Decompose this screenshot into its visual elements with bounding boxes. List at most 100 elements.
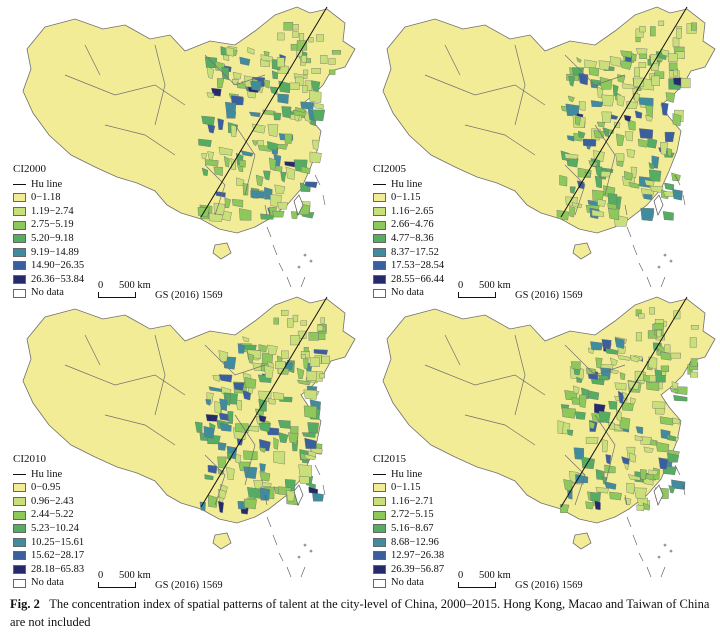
legend-class-row: 2.66−4.76 <box>373 218 444 232</box>
legend-class-row: 15.62−28.17 <box>13 549 84 563</box>
legend-title: CI2005 <box>373 163 406 175</box>
city-region <box>672 189 683 201</box>
legend-swatch <box>373 510 386 520</box>
city-region <box>307 422 319 434</box>
city-region <box>690 324 699 330</box>
legend-class-row: 4.77−8.36 <box>373 232 444 246</box>
legend-no-data: No data <box>13 286 84 300</box>
legend-swatch <box>13 220 26 230</box>
city-region <box>650 26 656 37</box>
city-region <box>660 365 669 372</box>
city-region <box>258 414 267 423</box>
city-region <box>643 194 653 201</box>
city-region <box>321 355 330 364</box>
scale-bar-line <box>458 582 496 588</box>
legend-class-row: 8.37−17.52 <box>373 245 444 259</box>
legend-class-label: 0−0.95 <box>31 482 61 494</box>
city-region <box>298 476 310 484</box>
city-region <box>651 75 660 86</box>
city-region <box>281 350 289 359</box>
legend-class-label: 0.96−2.43 <box>31 495 74 507</box>
legend-classes: 0−1.15 1.16−2.71 2.72−5.15 5.16−8.67 8.68−12… <box>373 481 444 576</box>
city-region <box>595 487 609 494</box>
legend-class-label: 0−1.15 <box>391 482 421 494</box>
legend-swatch <box>13 274 26 284</box>
legend-classes: 0−1.18 1.19−2.74 2.75−5.19 5.20−9.18 9.19−14… <box>13 191 84 286</box>
city-region <box>247 47 255 55</box>
city-region <box>569 206 576 218</box>
city-region <box>201 153 207 160</box>
city-region <box>623 170 633 181</box>
city-region <box>242 336 250 342</box>
legend-class-row: 2.75−5.19 <box>13 218 84 232</box>
city-region <box>624 131 634 142</box>
city-region <box>280 309 289 316</box>
legend-class-row: 0−1.15 <box>373 481 444 495</box>
city-region <box>319 373 325 379</box>
city-region <box>623 114 632 123</box>
city-region <box>273 112 282 121</box>
legend-class-row: 14.90−26.35 <box>13 259 84 273</box>
city-region <box>306 58 312 64</box>
map-panel-ci2000: CI2000 Hu line 0−1.18 1.19−2.74 2.75−5.19 5… <box>5 5 360 301</box>
legend-class-row: 28.18−65.83 <box>13 563 84 577</box>
city-region <box>650 54 658 65</box>
city-region <box>676 28 682 39</box>
scale-label: 0 500 km <box>458 570 511 581</box>
city-region <box>328 58 336 65</box>
city-region <box>644 114 654 122</box>
hu-line-symbol <box>373 183 386 185</box>
scale-bar: 0 500 km <box>98 280 151 298</box>
city-region <box>614 337 625 349</box>
city-region <box>231 199 244 208</box>
city-region <box>578 101 586 111</box>
city-region <box>640 469 647 481</box>
city-region <box>309 357 320 367</box>
city-region <box>216 78 225 89</box>
city-region <box>572 385 580 394</box>
city-region <box>218 374 233 383</box>
city-region <box>664 344 671 353</box>
hu-line-label: Hu line <box>391 468 423 480</box>
city-region <box>292 109 307 117</box>
city-region <box>668 484 676 494</box>
city-region <box>656 343 664 353</box>
city-region <box>284 133 293 144</box>
city-region <box>605 347 619 355</box>
no-data-label: No data <box>31 577 64 589</box>
scale-bar: 0 500 km <box>458 570 511 588</box>
city-region <box>626 148 636 159</box>
legend-class-label: 0−1.15 <box>391 192 421 204</box>
city-region <box>588 347 594 355</box>
legend-class-label: 14.90−26.35 <box>31 260 85 272</box>
legend-class-label: 8.37−17.52 <box>391 246 439 258</box>
city-region <box>247 487 262 499</box>
south-china-sea-islands <box>264 174 326 288</box>
city-region <box>239 208 252 221</box>
legend-swatch <box>373 274 386 284</box>
city-region <box>308 486 319 494</box>
city-region <box>203 425 215 439</box>
legend-swatch <box>373 220 386 230</box>
legend-class-row: 5.20−9.18 <box>13 232 84 246</box>
city-region <box>626 482 635 495</box>
city-region <box>304 453 317 460</box>
city-region <box>274 184 286 195</box>
city-region <box>666 147 673 157</box>
city-region <box>600 171 612 178</box>
city-region <box>289 82 300 90</box>
city-region <box>633 92 641 102</box>
city-region <box>673 310 681 320</box>
city-region <box>263 79 271 89</box>
city-region <box>576 56 582 63</box>
city-region <box>588 67 600 77</box>
city-region <box>637 138 649 148</box>
no-data-label: No data <box>31 287 64 299</box>
city-region <box>259 471 271 482</box>
legend-class-label: 1.16−2.71 <box>391 495 434 507</box>
legend-class-row: 9.19−14.89 <box>13 245 84 259</box>
city-region <box>669 387 679 394</box>
legend-class-row: 1.16−2.65 <box>373 205 444 219</box>
city-region <box>280 171 287 183</box>
city-region <box>258 344 267 352</box>
